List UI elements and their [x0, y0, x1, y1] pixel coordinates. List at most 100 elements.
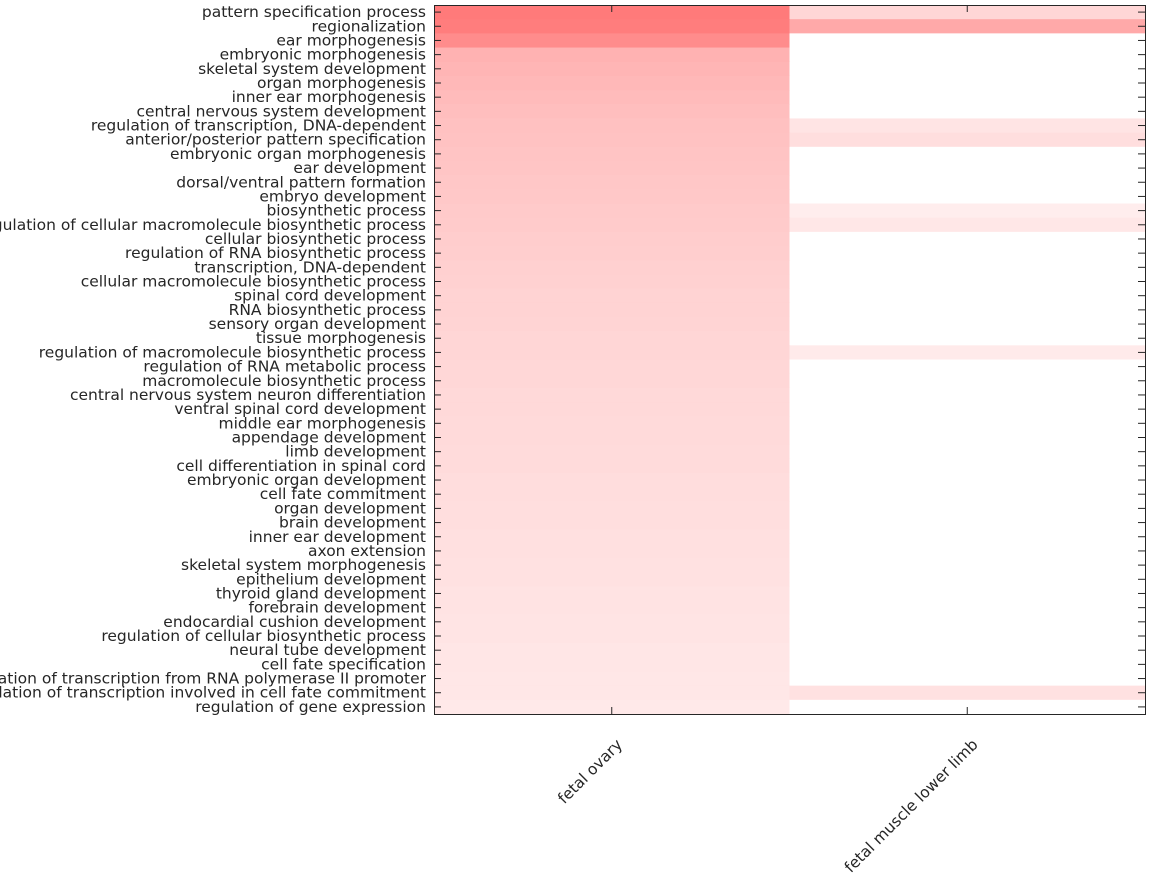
heatmap-cell-8-fetal-muscle-lower-limb [789, 104, 1146, 120]
heatmap-cell-27-fetal-ovary [434, 373, 791, 389]
heatmap-cell-36-fetal-ovary [434, 501, 791, 517]
heatmap-cell-26-fetal-muscle-lower-limb [789, 359, 1146, 375]
heatmap-cell-33-fetal-muscle-lower-limb [789, 458, 1146, 474]
heatmap-cell-2-fetal-ovary [434, 19, 791, 34]
heatmap-cell-34-fetal-ovary [434, 472, 791, 488]
heatmap-cell-32-fetal-muscle-lower-limb [789, 444, 1146, 460]
y-tick-label: cell fate commitment [260, 485, 426, 503]
heatmap-cell-49-fetal-muscle-lower-limb [789, 685, 1146, 701]
y-tick-label: cell fate specification [261, 655, 426, 673]
y-tick-label: embryonic organ development [187, 471, 426, 489]
heatmap-cell-28-fetal-muscle-lower-limb [789, 387, 1146, 403]
heatmap-cell-36-fetal-muscle-lower-limb [789, 501, 1146, 517]
heatmap-cell-20-fetal-ovary [434, 274, 791, 290]
y-tick-label: organ morphogenesis [257, 74, 426, 92]
heatmap-cell-46-fetal-muscle-lower-limb [789, 643, 1146, 658]
y-tick-label: biosynthetic process [266, 202, 426, 220]
heatmap-cell-18-fetal-ovary [434, 246, 791, 261]
heatmap-cell-28-fetal-ovary [434, 387, 791, 403]
y-tick-label: regulation of macromolecule biosynthetic… [39, 343, 426, 361]
heatmap-cell-31-fetal-muscle-lower-limb [789, 430, 1146, 446]
heatmap-cell-43-fetal-muscle-lower-limb [789, 600, 1146, 616]
y-tick-label: skeletal system morphogenesis [181, 556, 426, 574]
y-tick-label: axon extension [308, 542, 426, 560]
y-tick-label: middle ear morphogenesis [219, 414, 426, 432]
heatmap-cell-33-fetal-ovary [434, 458, 791, 474]
heatmap-cell-14-fetal-ovary [434, 189, 791, 205]
heatmap-cell-40-fetal-muscle-lower-limb [789, 558, 1146, 573]
y-tick-label: regionalization [312, 17, 426, 35]
heatmap-cell-17-fetal-ovary [434, 231, 791, 247]
heatmap-cell-2-fetal-muscle-lower-limb [789, 19, 1146, 34]
y-tick-label: regulation of transcription, DNA-depende… [91, 117, 426, 135]
heatmap-cell-34-fetal-muscle-lower-limb [789, 472, 1146, 488]
heatmap-cell-10-fetal-ovary [434, 132, 791, 148]
y-tick-label: central nervous system neuron differenti… [70, 386, 426, 404]
heatmap-cell-35-fetal-muscle-lower-limb [789, 487, 1146, 502]
y-tick-label: organ development [274, 499, 426, 517]
y-tick-label: endocardial cushion development [163, 613, 426, 631]
heatmap-cell-6-fetal-muscle-lower-limb [789, 75, 1146, 91]
heatmap-cell-14-fetal-muscle-lower-limb [789, 189, 1146, 205]
x-tick-label-fetal-muscle-lower-limb: fetal muscle lower limb [841, 736, 982, 875]
y-tick-label: ear morphogenesis [276, 31, 426, 49]
heatmap-cell-47-fetal-muscle-lower-limb [789, 657, 1146, 673]
heatmap-cell-6-fetal-ovary [434, 75, 791, 91]
heatmap-cell-23-fetal-ovary [434, 316, 791, 332]
heatmap-cell-37-fetal-ovary [434, 515, 791, 531]
y-tick-label: sensory organ development [209, 315, 426, 333]
heatmap-cell-15-fetal-muscle-lower-limb [789, 203, 1146, 219]
heatmap-cell-41-fetal-muscle-lower-limb [789, 572, 1146, 587]
heatmap-cell-19-fetal-ovary [434, 260, 791, 276]
heatmap-cell-11-fetal-muscle-lower-limb [789, 146, 1146, 162]
heatmap-cell-44-fetal-muscle-lower-limb [789, 614, 1146, 630]
y-tick-label: anterior/posterior pattern specification [125, 131, 426, 149]
y-tick-label: regulation of cellular biosynthetic proc… [101, 627, 426, 645]
heatmap-cell-4-fetal-muscle-lower-limb [789, 47, 1146, 63]
y-tick-label: skeletal system development [198, 60, 426, 78]
heatmap-cell-41-fetal-ovary [434, 572, 791, 587]
y-tick-label: regulation of RNA biosynthetic process [125, 244, 426, 262]
heatmap-cell-48-fetal-ovary [434, 671, 791, 687]
heatmap-cell-17-fetal-muscle-lower-limb [789, 231, 1146, 247]
y-tick-marks [434, 11, 1145, 708]
heatmap-cell-11-fetal-ovary [434, 146, 791, 162]
heatmap-cell-39-fetal-ovary [434, 543, 791, 559]
heatmap-cell-15-fetal-ovary [434, 203, 791, 219]
heatmap-cell-9-fetal-ovary [434, 118, 791, 134]
heatmap-cell-21-fetal-ovary [434, 288, 791, 304]
y-tick-label: limb development [285, 443, 426, 461]
heatmap-cell-45-fetal-muscle-lower-limb [789, 628, 1146, 644]
y-tick-label: ear development [293, 159, 426, 177]
y-tick-label: spinal cord development [234, 287, 426, 305]
heatmap-cell-48-fetal-muscle-lower-limb [789, 671, 1146, 687]
heatmap-cell-13-fetal-muscle-lower-limb [789, 175, 1146, 190]
heatmap-cell-38-fetal-muscle-lower-limb [789, 529, 1146, 545]
y-tick-label: epithelium development [236, 570, 426, 588]
heatmap-cell-42-fetal-ovary [434, 586, 791, 602]
heatmap-cell-9-fetal-muscle-lower-limb [789, 118, 1146, 134]
y-tick-label: regulation of RNA metabolic process [143, 358, 426, 376]
x-tick-label-fetal-ovary: fetal ovary [554, 736, 626, 808]
heatmap-cell-30-fetal-muscle-lower-limb [789, 416, 1146, 431]
x-tick-marks [611, 5, 968, 714]
heatmap-cell-22-fetal-muscle-lower-limb [789, 302, 1146, 318]
y-tick-label: macromolecule biosynthetic process [142, 372, 426, 390]
y-tick-label: neural tube development [229, 641, 426, 659]
heatmap-cell-38-fetal-ovary [434, 529, 791, 545]
y-tick-label: pattern specification process [202, 3, 426, 21]
y-tick-label: forebrain development [248, 599, 426, 617]
heatmap-cell-25-fetal-muscle-lower-limb [789, 345, 1146, 361]
heatmap-cell-3-fetal-ovary [434, 33, 791, 49]
heatmap-cell-16-fetal-muscle-lower-limb [789, 217, 1146, 233]
heatmap-cell-1-fetal-ovary [434, 5, 791, 20]
heatmap-cell-45-fetal-ovary [434, 628, 791, 644]
heatmap-cell-29-fetal-muscle-lower-limb [789, 402, 1146, 417]
y-tick-label: embryonic morphogenesis [220, 46, 426, 64]
y-tick-label: RNA biosynthetic process [229, 301, 426, 319]
heatmap-cell-3-fetal-muscle-lower-limb [789, 33, 1146, 49]
heatmap-cell-30-fetal-ovary [434, 416, 791, 431]
heatmap-cell-13-fetal-ovary [434, 175, 791, 190]
heatmap-cell-21-fetal-muscle-lower-limb [789, 288, 1146, 304]
